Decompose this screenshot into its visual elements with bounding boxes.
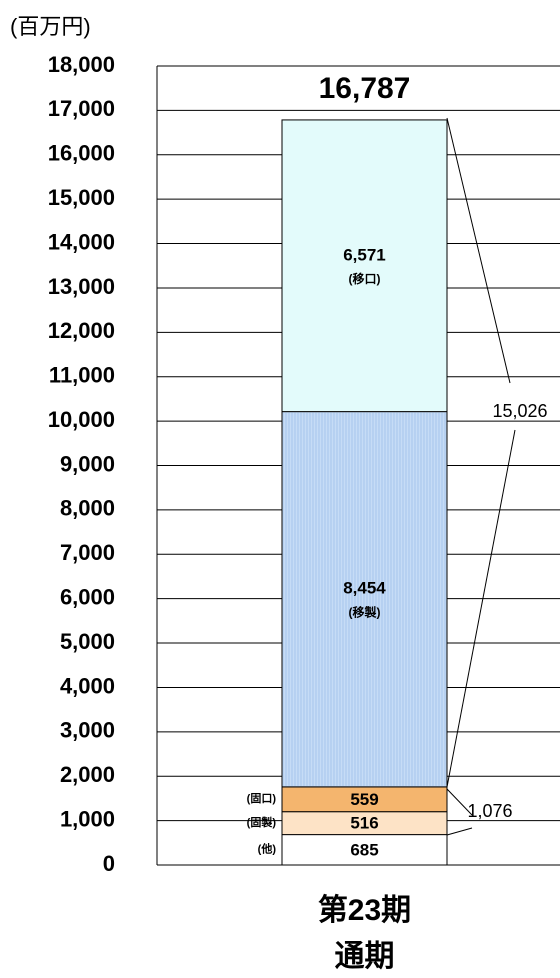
y-tick-label: 16,000 bbox=[48, 141, 115, 166]
annotation: 1,076 bbox=[467, 801, 512, 821]
bar-segment bbox=[281, 834, 448, 866]
y-tick-label: 7,000 bbox=[60, 540, 115, 565]
y-tick-label: 14,000 bbox=[48, 229, 115, 254]
annotation: 15,026 bbox=[492, 401, 547, 421]
y-tick-label: 11,000 bbox=[49, 363, 115, 388]
y-tick-label: 8,000 bbox=[60, 496, 115, 521]
series-name: (移口) bbox=[349, 271, 381, 286]
series-name: (他) bbox=[258, 842, 277, 856]
y-tick-label: 15,000 bbox=[48, 185, 115, 210]
y-tick-label: 1,000 bbox=[60, 806, 115, 831]
x-tick-label: 第23期通期 bbox=[318, 893, 411, 973]
value-label: 685 bbox=[350, 840, 378, 859]
connector bbox=[446, 117, 511, 384]
y-tick-label: 6,000 bbox=[60, 584, 115, 609]
y-tick-label: 4,000 bbox=[60, 673, 115, 698]
series-name: (固口) bbox=[247, 792, 277, 805]
y-tick-label: 13,000 bbox=[48, 274, 115, 299]
connector bbox=[446, 788, 473, 816]
y-tick-label: 5,000 bbox=[60, 629, 115, 654]
bar-segment bbox=[281, 119, 448, 413]
series-name: (固製) bbox=[247, 815, 277, 829]
bar-segment bbox=[281, 786, 448, 813]
y-tick-label: 17,000 bbox=[48, 96, 115, 121]
bar-pattern bbox=[283, 412, 446, 786]
y-tick-label: 18,000 bbox=[48, 52, 115, 77]
connector bbox=[446, 827, 473, 836]
y-tick-label: 9,000 bbox=[60, 451, 115, 476]
series-name: (移製) bbox=[349, 604, 381, 619]
annotation: 16,787 bbox=[319, 72, 411, 105]
connector bbox=[446, 429, 516, 788]
y-tick-label: 12,000 bbox=[48, 318, 115, 343]
value-label: 516 bbox=[350, 814, 378, 833]
value-label: 559 bbox=[350, 790, 378, 809]
y-tick-label: 10,000 bbox=[48, 407, 115, 432]
y-tick-label: 3,000 bbox=[60, 718, 115, 743]
y-tick-label: 0 bbox=[103, 851, 115, 876]
y-tick-label: 2,000 bbox=[60, 762, 115, 787]
value-label: 6,571 bbox=[343, 245, 386, 264]
unit-label: (百万円) bbox=[10, 14, 91, 39]
value-label: 8,454 bbox=[343, 579, 386, 598]
